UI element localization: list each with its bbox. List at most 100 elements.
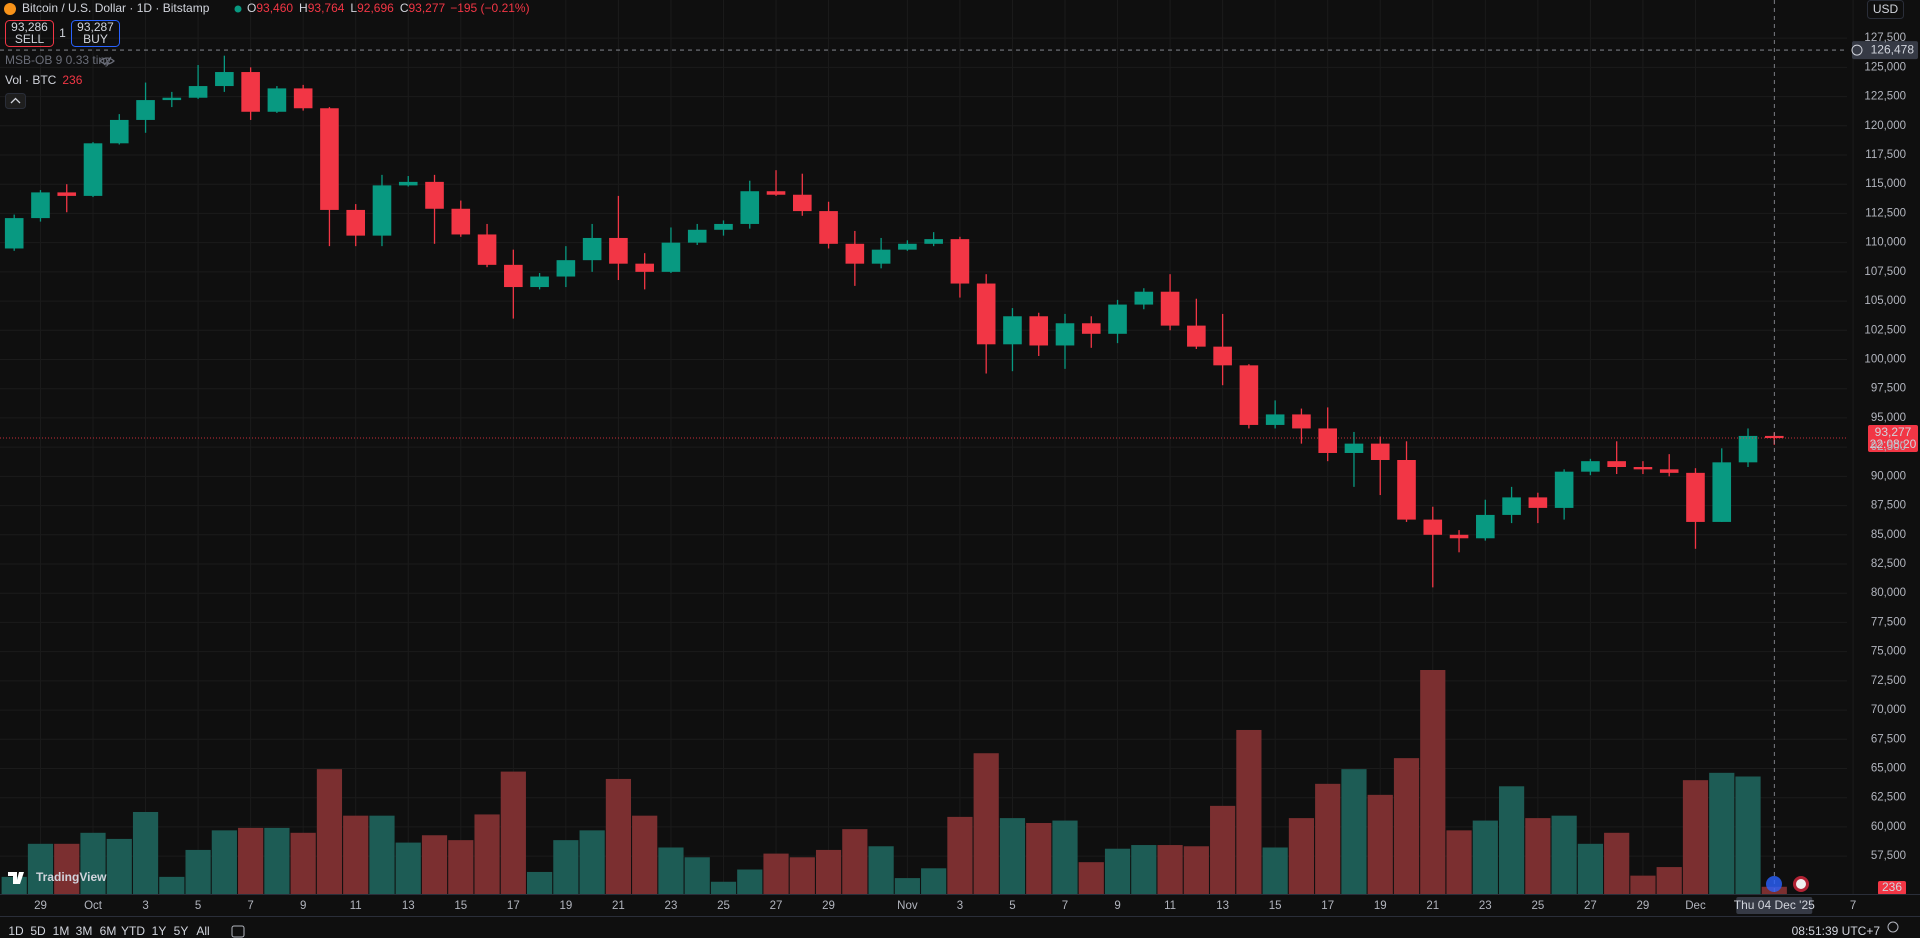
candle-body xyxy=(687,229,707,243)
volume-bar xyxy=(238,827,264,894)
x-tick-label: 19 xyxy=(559,900,572,912)
volume-bar xyxy=(1183,846,1209,894)
candle-body xyxy=(320,108,339,210)
candle-body xyxy=(1187,325,1206,347)
range-button[interactable]: 3M xyxy=(76,924,93,938)
candle-body xyxy=(1134,291,1154,305)
candle-body xyxy=(1502,497,1521,515)
last-price-box xyxy=(1868,425,1918,453)
countdown: 22:08:20 xyxy=(1870,437,1917,451)
x-tick-label: 21 xyxy=(612,900,625,912)
event-icon[interactable] xyxy=(1766,876,1782,892)
candle-body xyxy=(845,243,865,264)
x-tick-label: 27 xyxy=(1584,900,1597,912)
volume-label-box xyxy=(1878,881,1906,895)
grid xyxy=(0,0,1854,894)
currency[interactable]: USD xyxy=(1873,2,1899,16)
x-tick-label: Nov xyxy=(897,900,918,912)
indicator-label: Vol · BTC xyxy=(5,73,57,87)
candle-body xyxy=(871,249,891,264)
candle-body xyxy=(1003,316,1022,345)
hidden-eye-icon[interactable] xyxy=(99,56,115,66)
volume-bar xyxy=(527,871,553,894)
candle-body xyxy=(1397,459,1416,520)
ohlc-value: 93,764 xyxy=(308,1,345,15)
candle-body xyxy=(556,260,576,277)
volume-bar xyxy=(1262,847,1288,894)
volume-bar xyxy=(474,814,500,894)
candle-body xyxy=(293,88,313,109)
x-tick-label: 7 xyxy=(1062,900,1068,912)
volume-bar xyxy=(947,816,973,894)
candle-body xyxy=(1712,462,1732,522)
settings-icon[interactable] xyxy=(1887,921,1899,933)
x-tick-label: Dec xyxy=(1685,900,1706,912)
volume-bar xyxy=(1131,845,1157,894)
market-status-dot xyxy=(234,5,242,13)
x-tick-label: 3 xyxy=(957,900,963,912)
volume-bar xyxy=(710,881,737,894)
candle-body xyxy=(451,208,471,235)
candle-body xyxy=(1764,435,1784,439)
x-tick-label: 9 xyxy=(1114,900,1120,912)
ohlc-key: H xyxy=(299,1,308,15)
range-button[interactable]: 5D xyxy=(30,924,46,938)
candle-body xyxy=(1055,323,1075,346)
buy-price[interactable]: 93,287 xyxy=(77,20,114,34)
x-tick-label: 15 xyxy=(1269,900,1282,912)
volume-bar xyxy=(448,840,474,894)
range-button[interactable]: YTD xyxy=(121,924,145,938)
volume-bar xyxy=(684,857,710,894)
crosshair-price-label: 126,478 xyxy=(1871,42,1915,56)
candle-body xyxy=(1607,461,1626,468)
volume-bar xyxy=(54,843,80,894)
add-alert-icon[interactable] xyxy=(1851,44,1863,56)
buy-label[interactable]: BUY xyxy=(83,32,108,46)
y-tick-label: 82,500 xyxy=(1871,558,1906,570)
range-button[interactable]: 6M xyxy=(100,924,117,938)
volume-bar xyxy=(106,838,132,894)
range-button[interactable]: 5Y xyxy=(174,924,189,938)
volume-bar xyxy=(1656,867,1682,894)
x-tick-label: 25 xyxy=(1531,900,1544,912)
sell-label[interactable]: SELL xyxy=(15,32,45,46)
volume-bar xyxy=(395,842,421,894)
volume-bar xyxy=(1393,758,1420,894)
sell-price[interactable]: 93,286 xyxy=(11,20,48,34)
volume-bar xyxy=(1446,830,1472,894)
indicator-name: Vol · BTC 236 xyxy=(5,73,83,87)
x-tick-label: 29 xyxy=(1637,900,1650,912)
volume-bar xyxy=(605,778,632,894)
candle-body xyxy=(898,243,917,250)
range-button[interactable]: 1Y xyxy=(152,924,167,938)
volume-bar xyxy=(1420,670,1446,894)
y-tick-label: 95,000 xyxy=(1871,412,1906,424)
x-tick-label: 25 xyxy=(717,900,730,912)
currency-button[interactable] xyxy=(1867,0,1904,19)
range-button[interactable]: All xyxy=(196,924,209,938)
sell-button[interactable] xyxy=(5,20,54,47)
volume-bar xyxy=(553,840,579,894)
y-tick-label: 102,500 xyxy=(1864,324,1906,336)
y-tick-label: 115,000 xyxy=(1865,178,1906,190)
candle-body xyxy=(1239,365,1259,425)
calendar-icon[interactable] xyxy=(231,925,245,938)
x-tick-label: 5 xyxy=(1009,900,1015,912)
candle-body xyxy=(530,276,549,288)
change: −195 (−0.21%) xyxy=(450,1,529,15)
volume-bar xyxy=(27,843,54,894)
range-button[interactable]: 1M xyxy=(53,924,70,938)
collapse-button[interactable] xyxy=(5,93,26,109)
candle-body xyxy=(215,72,234,87)
volume-bar xyxy=(973,753,999,894)
buy-button[interactable] xyxy=(71,20,120,47)
candle-body xyxy=(1081,323,1101,334)
volume-bar xyxy=(1341,769,1367,894)
candle-body xyxy=(1265,414,1285,425)
volume-bar xyxy=(1104,848,1131,894)
range-button[interactable]: 1D xyxy=(8,924,24,938)
x-tick-label: 15 xyxy=(454,900,467,912)
candle-body xyxy=(83,143,103,196)
